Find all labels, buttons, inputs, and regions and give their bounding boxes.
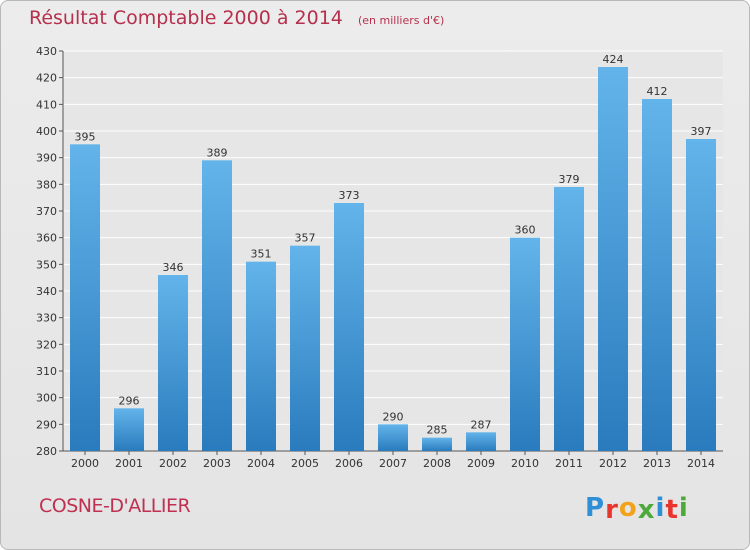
bar <box>686 139 716 451</box>
logo-letter: x <box>637 495 656 525</box>
y-tick-label: 420 <box>36 72 57 85</box>
logo-letter: i <box>678 493 689 523</box>
bar-value-label: 287 <box>471 418 492 431</box>
logo-letter: P <box>585 493 606 523</box>
bar-value-label: 389 <box>207 146 228 159</box>
bar <box>466 432 496 451</box>
logo-letter: r <box>605 495 619 525</box>
bar <box>642 99 672 451</box>
y-tick-label: 360 <box>36 232 57 245</box>
bar-value-label: 379 <box>559 173 580 186</box>
bar <box>202 160 232 452</box>
x-tick-label: 2013 <box>643 457 671 470</box>
y-tick-label: 400 <box>36 125 57 138</box>
y-tick-label: 430 <box>36 45 57 58</box>
bar <box>378 424 408 451</box>
y-tick-label: 290 <box>36 418 57 431</box>
chart-title: Résultat Comptable 2000 à 2014 <box>29 7 343 29</box>
x-tick-label: 2010 <box>511 457 539 470</box>
bar <box>422 437 452 451</box>
x-tick-label: 2014 <box>687 457 715 470</box>
bar-value-label: 395 <box>75 130 96 143</box>
chart-title-row: Résultat Comptable 2000 à 2014 (en milli… <box>29 7 444 29</box>
y-tick-label: 340 <box>36 285 57 298</box>
bar-value-label: 357 <box>295 232 316 245</box>
y-tick-label: 370 <box>36 205 57 218</box>
x-tick-label: 2006 <box>335 457 363 470</box>
logo-letter: t <box>665 495 679 525</box>
x-tick-label: 2009 <box>467 457 495 470</box>
y-tick-label: 350 <box>36 258 57 271</box>
bar-value-label: 351 <box>251 248 272 261</box>
bar-value-label: 346 <box>163 261 184 274</box>
x-tick-label: 2001 <box>115 457 143 470</box>
x-tick-label: 2008 <box>423 457 451 470</box>
proxiti-logo: Proxiti <box>585 493 689 525</box>
x-tick-label: 2012 <box>599 457 627 470</box>
chart-subtitle: (en milliers d'€) <box>357 14 445 27</box>
place-name: COSNE-D'ALLIER <box>39 495 191 517</box>
x-tick-label: 2003 <box>203 457 231 470</box>
y-tick-label: 280 <box>36 445 57 458</box>
bar-value-label: 360 <box>515 224 536 237</box>
x-tick-label: 2002 <box>159 457 187 470</box>
bar-value-label: 285 <box>427 424 448 437</box>
bar-value-label: 424 <box>603 53 624 66</box>
bar-value-label: 296 <box>119 394 140 407</box>
y-tick-label: 410 <box>36 98 57 111</box>
bar <box>70 144 100 452</box>
y-tick-label: 390 <box>36 152 57 165</box>
bar <box>510 237 540 451</box>
bar-value-label: 412 <box>647 85 668 98</box>
logo-letter: o <box>618 493 638 523</box>
bar <box>290 245 320 451</box>
bar-value-label: 397 <box>691 125 712 138</box>
bar <box>246 261 276 451</box>
x-tick-label: 2007 <box>379 457 407 470</box>
bar-value-label: 290 <box>383 410 404 423</box>
bar-value-label: 373 <box>339 189 360 202</box>
bar <box>334 203 364 451</box>
y-tick-label: 300 <box>36 392 57 405</box>
x-tick-label: 2011 <box>555 457 583 470</box>
bar <box>114 408 144 451</box>
x-tick-label: 2004 <box>247 457 275 470</box>
y-tick-label: 330 <box>36 312 57 325</box>
y-tick-label: 320 <box>36 338 57 351</box>
x-tick-label: 2005 <box>291 457 319 470</box>
bar <box>554 187 584 451</box>
x-tick-label: 2000 <box>71 457 99 470</box>
bar <box>158 275 188 451</box>
logo-letter: i <box>655 493 666 523</box>
bar <box>598 67 628 451</box>
y-tick-label: 380 <box>36 178 57 191</box>
y-tick-label: 310 <box>36 365 57 378</box>
